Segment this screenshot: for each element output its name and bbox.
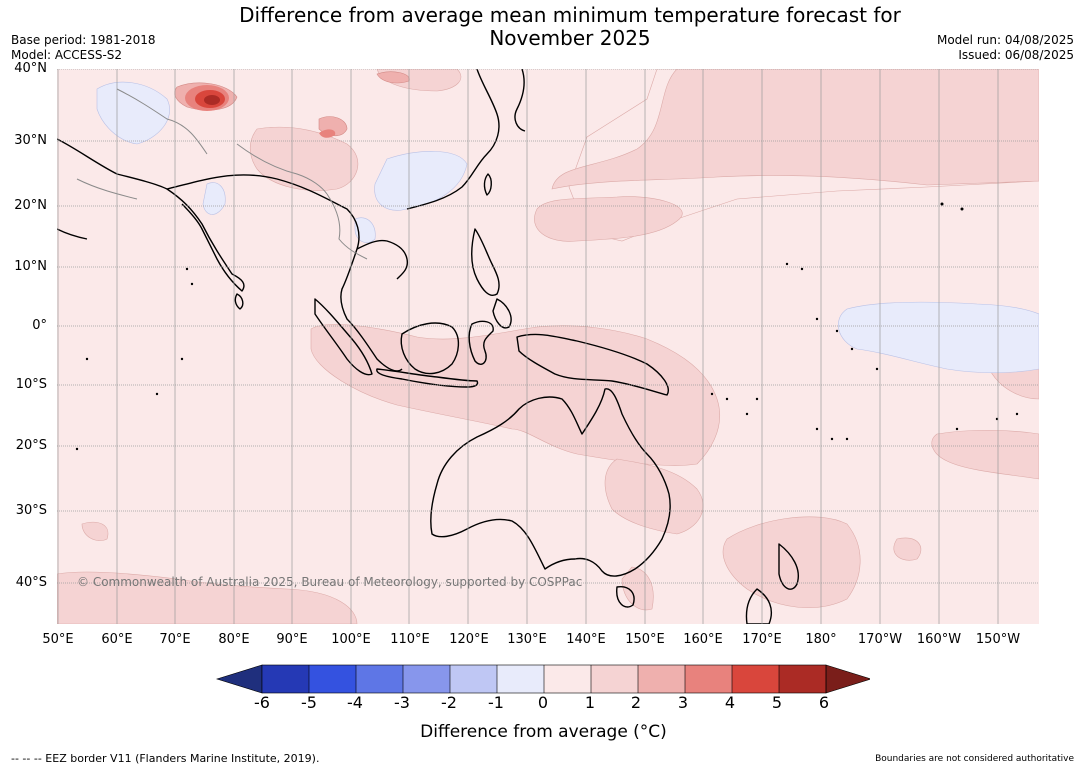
- lat-label-40s: 40°S: [15, 575, 47, 590]
- lat-label-0: 0°: [32, 318, 47, 333]
- lon-label-100e: 100°E: [331, 632, 371, 647]
- colorbar-tick: -4: [347, 693, 363, 712]
- model-run: Model run: 04/08/2025: [936, 33, 1074, 47]
- anomaly-hotspot: [185, 85, 336, 138]
- colorbar-tick: 3: [677, 693, 689, 712]
- colorbar-segment: [262, 665, 309, 693]
- lon-label-80e: 80°E: [218, 632, 250, 647]
- lon-label-140e: 140°E: [566, 632, 606, 647]
- colorbar-segment: [544, 665, 591, 693]
- colorbar-extend-low: [215, 664, 263, 694]
- colorbar-segment: [591, 665, 638, 693]
- model-name: Model: ACCESS-S2: [11, 48, 123, 62]
- lat-label-30n: 30°N: [14, 133, 47, 148]
- meta-right: Model run: 04/08/2025 Issued: 06/08/2025: [937, 33, 1074, 63]
- lon-label-160w: 160°W: [916, 632, 962, 647]
- colorbar-segment: [685, 665, 732, 693]
- lon-label-50e: 50°E: [42, 632, 74, 647]
- lon-label-180: 180°: [805, 632, 837, 647]
- colorbar-segment: [309, 665, 356, 693]
- lat-label-30s: 30°S: [15, 503, 47, 518]
- colorbar-tick: 1: [584, 693, 596, 712]
- colorbar-tick: 4: [724, 693, 736, 712]
- lon-label-110e: 110°E: [390, 632, 430, 647]
- lat-label-20s: 20°S: [15, 438, 47, 453]
- colorbar-extend-high: [825, 664, 870, 694]
- lat-label-20n: 20°N: [14, 198, 47, 213]
- lon-label-170w: 170°W: [857, 632, 903, 647]
- lon-label-160e: 160°E: [683, 632, 723, 647]
- colorbar-title: Difference from average (°C): [420, 722, 667, 742]
- lat-label-40n: 40°N: [14, 61, 47, 76]
- lon-label-150w: 150°W: [975, 632, 1021, 647]
- issued-date: Issued: 06/08/2025: [958, 48, 1074, 62]
- meta-left: Base period: 1981-2018 Model: ACCESS-S2: [11, 33, 156, 63]
- colorbar-segment: [732, 665, 779, 693]
- colorbar-segment: [638, 665, 685, 693]
- colorbar-segment: [450, 665, 497, 693]
- lon-label-150e: 150°E: [625, 632, 665, 647]
- eez-border-legend: -- -- -- EEZ border V11 (Flanders Marine…: [11, 752, 320, 765]
- lon-label-130e: 130°E: [507, 632, 547, 647]
- base-period: Base period: 1981-2018: [11, 33, 156, 47]
- lon-label-120e: 120°E: [449, 632, 489, 647]
- lon-label-90e: 90°E: [276, 632, 308, 647]
- lon-label-170e: 170°E: [742, 632, 782, 647]
- colorbar-tick: 5: [771, 693, 783, 712]
- anomaly-negative-regions: [96, 81, 1039, 374]
- map-title: Difference from average mean minimum tem…: [239, 3, 901, 50]
- copyright-notice: © Commonwealth of Australia 2025, Bureau…: [77, 575, 583, 589]
- colorbar-tick: -5: [301, 693, 317, 712]
- lat-label-10s: 10°S: [15, 377, 47, 392]
- colorbar-segment: [497, 665, 544, 693]
- colorbar-tick: -3: [394, 693, 410, 712]
- lon-label-60e: 60°E: [101, 632, 133, 647]
- colorbar-tick: 6: [818, 693, 830, 712]
- coastlines: [57, 69, 799, 624]
- colorbar-segments: [215, 664, 870, 694]
- anomaly-1-2-regions: [57, 69, 1039, 624]
- colorbar-tick: -1: [488, 693, 504, 712]
- colorbar-tick: 0: [537, 693, 549, 712]
- colorbar: [215, 664, 870, 694]
- lat-label-10n: 10°N: [14, 259, 47, 274]
- colorbar-segment: [779, 665, 826, 693]
- anomaly-map: [57, 69, 1039, 624]
- colorbar-tick: -6: [254, 693, 270, 712]
- colorbar-segment: [356, 665, 403, 693]
- colorbar-tick: 2: [630, 693, 642, 712]
- boundaries-disclaimer: Boundaries are not considered authoritat…: [875, 754, 1074, 764]
- colorbar-segment: [403, 665, 450, 693]
- colorbar-tick: -2: [441, 693, 457, 712]
- graticule: [57, 69, 1039, 624]
- small-islands: [75, 202, 1019, 451]
- lon-label-70e: 70°E: [159, 632, 191, 647]
- map-area: © Commonwealth of Australia 2025, Bureau…: [57, 69, 1039, 624]
